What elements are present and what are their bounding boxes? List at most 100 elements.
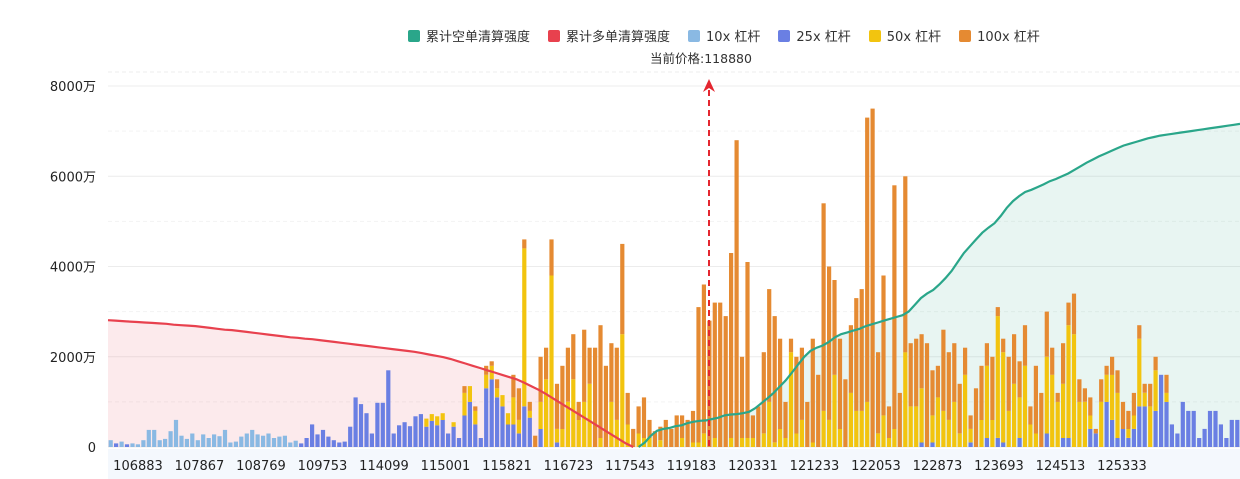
x-tick-label: 115821 [482, 459, 532, 474]
bar-segment [489, 361, 494, 366]
x-tick-label: 122053 [851, 459, 901, 474]
bar-segment [1142, 383, 1147, 393]
bar-segment [435, 416, 440, 426]
bar-segment [1148, 383, 1153, 407]
bar-segment [1153, 410, 1158, 447]
bar-segment [495, 388, 500, 398]
x-axis: 106883 107867 108769 109753 114099 115001 1158… [108, 449, 1240, 479]
bar-segment [310, 424, 315, 447]
bar-segment [554, 428, 560, 443]
bar-segment [1001, 442, 1006, 447]
bar-segment [560, 365, 565, 429]
bar-segment [767, 401, 772, 447]
bar-segment [821, 203, 826, 411]
bar-segment [658, 426, 663, 441]
bar-segment [750, 415, 755, 438]
bar-segment [560, 428, 565, 447]
bar-segment [914, 406, 919, 447]
bar-segment [462, 392, 467, 416]
bar-segment [146, 429, 151, 447]
bar-segment [462, 386, 467, 393]
bar-segment [222, 429, 228, 447]
bar-segment [1044, 433, 1049, 447]
legend: 累计空单清算强度 累计多单清算强度 10x 杠杆 25x 杠杆 50x 杠杆 100x 杠… [408, 26, 1058, 45]
bar-segment [108, 440, 113, 447]
x-tick-label: 115001 [421, 459, 471, 474]
legend-swatch [778, 29, 791, 42]
bar-segment [745, 438, 750, 447]
bar-segment [827, 419, 832, 447]
bar-segment [1126, 428, 1131, 438]
bar-segment [1137, 325, 1142, 339]
short-curve [637, 122, 1240, 448]
bar-segment [1001, 338, 1006, 353]
legend-item[interactable]: 累计多单清算强度 [548, 26, 670, 45]
bar-segment [261, 435, 266, 447]
bar-segment [212, 434, 217, 447]
legend-item[interactable]: 累计空单清算强度 [408, 26, 530, 45]
bar-segment [1066, 438, 1071, 447]
curves [107, 122, 1240, 448]
bar-segment [1012, 334, 1017, 384]
bar-segment [538, 401, 543, 429]
current-price-marker [703, 79, 715, 447]
bar-segment [859, 410, 864, 447]
bar-segment [794, 356, 799, 434]
bar-segment [745, 262, 750, 438]
bar-segment [1218, 424, 1223, 447]
bar-segment [1061, 438, 1066, 447]
bar-segment [1099, 379, 1104, 402]
bar-segment [369, 433, 374, 447]
bar-segment [968, 442, 973, 447]
bar-segment [1131, 428, 1136, 447]
y-tick-label: 4000万 [50, 261, 96, 276]
legend-item[interactable]: 50x 杠杆 [868, 26, 941, 45]
bar-segment [201, 434, 206, 447]
legend-item[interactable]: 25x 杠杆 [778, 26, 851, 45]
bar-segment [320, 429, 326, 447]
bar-segment [157, 440, 162, 447]
bar-segment [538, 428, 543, 447]
bar-segment [1202, 428, 1207, 447]
bar-segment [870, 108, 875, 447]
bar-segment [554, 442, 560, 447]
bar-segment [500, 406, 505, 447]
bar-segment [375, 402, 380, 447]
y-axis: 0 2000万 4000万 6000万 8000万 [50, 80, 96, 456]
bar-segment [892, 428, 897, 447]
bar-segment [739, 438, 745, 447]
bar-segment [1164, 392, 1169, 402]
bar-segment [277, 436, 282, 447]
bar-segment [435, 425, 440, 447]
bar-segment [767, 289, 772, 402]
legend-label: 25x 杠杆 [796, 30, 851, 45]
bar-segment [729, 253, 734, 438]
bar-segment [658, 440, 663, 447]
bar-segment [1044, 311, 1049, 357]
bar-segment [429, 414, 434, 421]
bar-segment [516, 433, 521, 447]
bar-segment [571, 334, 576, 380]
bar-segment [413, 416, 418, 447]
long-area [108, 320, 634, 447]
bars [108, 108, 1240, 447]
bar-segment [1224, 438, 1229, 447]
bar-segment [462, 415, 467, 447]
bar-segment [495, 397, 500, 447]
bar-segment [723, 316, 728, 447]
bar-segment [1104, 374, 1109, 402]
legend-item[interactable]: 10x 杠杆 [688, 26, 760, 45]
bar-segment [407, 426, 413, 447]
legend-item[interactable]: 100x 杠杆 [959, 26, 1040, 45]
bar-segment [1082, 401, 1087, 447]
bar-segment [821, 410, 826, 447]
bar-segment [1061, 383, 1066, 438]
bar-segment [424, 426, 429, 447]
bar-segment [625, 392, 630, 425]
bar-segment [783, 401, 788, 438]
bar-segment [1001, 352, 1006, 443]
bar-segment [152, 429, 157, 447]
bar-segment [1207, 410, 1213, 447]
bar-segment [701, 284, 706, 434]
bar-segment [511, 374, 516, 398]
